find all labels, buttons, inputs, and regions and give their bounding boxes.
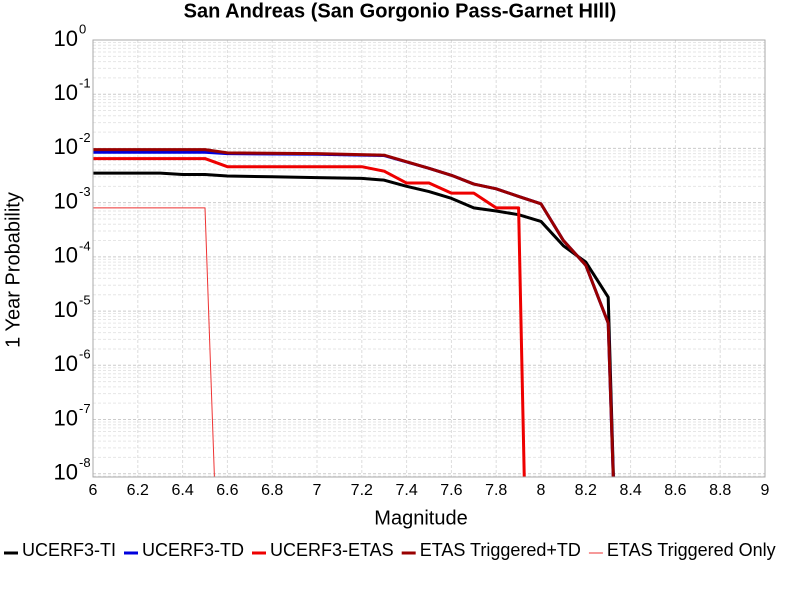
x-tick-label: 8.6 [664,482,686,499]
y-tick-exponent: 0 [79,21,86,36]
legend: UCERF3-TI UCERF3-TD UCERF3-ETAS ETAS Trigge… [4,540,776,560]
x-tick-label: 8.8 [709,482,731,499]
y-tick-exponent: -2 [79,130,91,145]
y-tick-exponent: -8 [79,455,91,470]
x-tick-label: 7.4 [395,482,417,499]
y-tick-label: 10 [54,351,78,376]
y-tick-label: 10 [54,297,78,322]
legend-label: ETAS Triggered+TD [420,540,581,560]
x-tick-label: 6.6 [216,482,238,499]
y-tick-exponent: -4 [79,238,91,253]
y-tick-exponent: -6 [79,347,91,362]
x-tick-label: 8.4 [619,482,641,499]
x-tick-label: 6.4 [171,482,193,499]
lines [93,148,615,477]
x-tick-label: 8 [537,482,546,499]
x-tick-label: 6.2 [127,482,149,499]
x-tick-label: 7.8 [485,482,507,499]
x-tick-label: 7.2 [351,482,373,499]
x-tick-label: 7 [313,482,322,499]
y-tick-label: 10 [54,460,78,485]
y-tick-exponent: -5 [79,293,91,308]
y-tick-exponent: -3 [79,184,91,199]
plot-area [93,40,765,477]
y-axis-label: 1 Year Probability [2,192,24,348]
y-tick-exponent: -7 [79,401,91,416]
y-tick-exponent: -1 [79,76,91,91]
legend-item: ETAS Triggered+TD [401,540,581,560]
x-tick-label: 6 [89,482,98,499]
legend-item: UCERF3-ETAS [252,540,394,560]
legend-label: UCERF3-TI [22,540,116,560]
y-tick-label: 10 [54,26,78,51]
x-tick-label: 8.2 [575,482,597,499]
x-tick-label: 6.8 [261,482,283,499]
series-line [93,171,615,477]
x-axis-label: Magnitude [374,507,467,529]
legend-label: UCERF3-TD [142,540,244,560]
x-tick-label: 9 [761,482,770,499]
y-tick-label: 10 [54,134,78,159]
legend-item: UCERF3-TI [4,540,116,560]
y-tick-label: 10 [54,405,78,430]
legend-item: ETAS Triggered Only [588,540,776,560]
legend-label: ETAS Triggered Only [607,540,776,560]
series-line [93,207,215,477]
plot-frame [92,39,766,478]
x-tick-label: 7.6 [440,482,462,499]
legend-label: UCERF3-ETAS [270,540,394,560]
y-tick-label: 10 [54,80,78,105]
y-tick-label: 10 [54,243,78,268]
tick-labels: 6 6.2 6.4 6.6 6.8 7 7.2 7.4 7.6 7.8 8 8.2 8.4 8.6 8.8 9… [54,21,770,499]
series-line [93,148,615,477]
series-line [93,157,526,477]
legend-item: UCERF3-TD [124,540,244,560]
y-tick-label: 10 [54,188,78,213]
chart-title: San Andreas (San Gorgonio Pass-Garnet HI… [184,0,617,22]
